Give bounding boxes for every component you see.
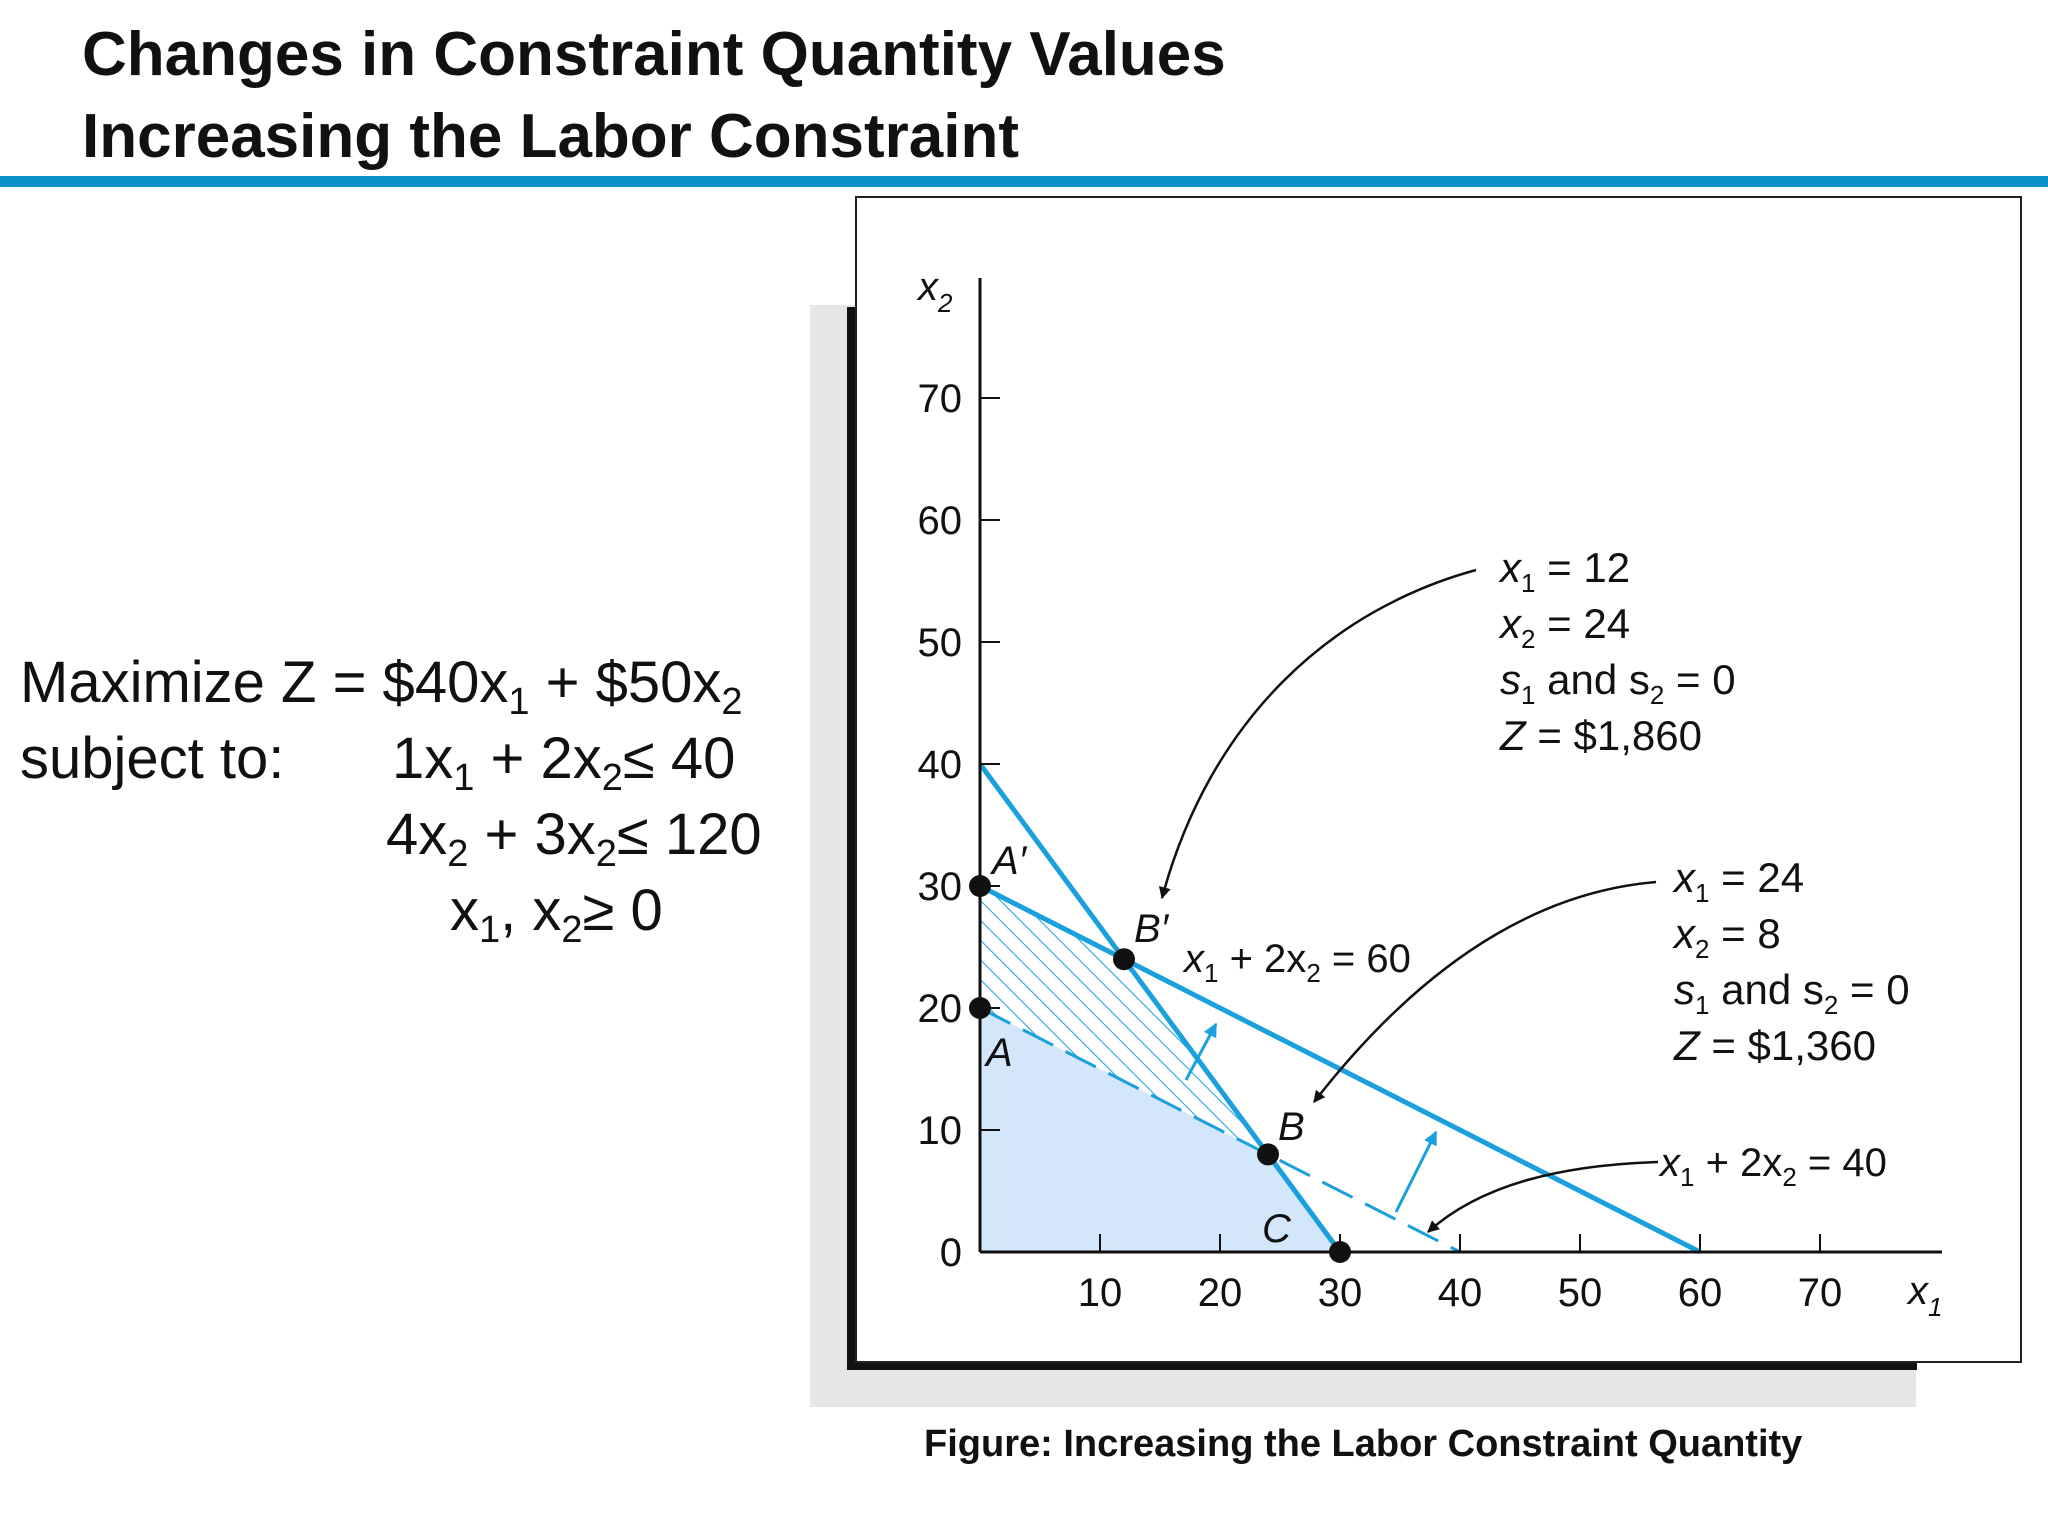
corner-points	[969, 875, 1351, 1263]
corner-point-dot	[969, 997, 991, 1019]
y-tick-label: 0	[940, 1231, 962, 1275]
x-tick-label: 20	[1198, 1271, 1243, 1315]
bprime-slack: s1 and s2 = 0	[1500, 656, 1736, 710]
solution-annotation-b: x1 = 24 x2 = 8 s1 and s2 = 0 Z = $1,360	[1672, 854, 1910, 1069]
callout-arrow-b	[1313, 880, 1657, 1103]
x-axis-ticks: 10 20 30 40 50 60 70	[1078, 1234, 1843, 1315]
x-tick-label: 30	[1318, 1271, 1363, 1315]
y-axis-label: x2	[916, 265, 953, 318]
corner-point-dot	[1113, 948, 1135, 971]
solution-annotation-bprime: x1 = 12 x2 = 24 s1 and s2 = 0 Z = $1,860	[1498, 544, 1736, 759]
y-tick-label: 30	[918, 865, 963, 909]
labor-constraint-original-line	[979, 1006, 1461, 1254]
constraint-nonnegativity: x1, x2≥ 0	[450, 878, 663, 951]
corner-point-dot	[1257, 1143, 1279, 1166]
point-label-b-prime: B′	[1134, 907, 1170, 951]
constraint-clay: 4x2 + 3x2≤ 120	[386, 802, 762, 875]
x-tick-label: 40	[1438, 1271, 1483, 1315]
y-axis-ticks: 0 10 20 30 40 50 60 70	[918, 377, 1000, 1275]
y-tick-label: 70	[918, 377, 963, 421]
figure-caption: Figure: Increasing the Labor Constraint …	[924, 1423, 1803, 1465]
y-tick-label: 60	[918, 499, 963, 543]
x-tick-label: 70	[1798, 1271, 1843, 1315]
callout-arrow-bprime	[1159, 568, 1477, 900]
callout-arrow-line40	[1427, 1160, 1659, 1233]
y-tick-label: 10	[918, 1109, 963, 1153]
shift-arrow-upper	[1184, 1022, 1218, 1081]
y-tick-label: 50	[918, 621, 963, 665]
x-tick-label: 10	[1078, 1271, 1123, 1315]
b-x2: x2 = 8	[1672, 910, 1781, 964]
x-axis-label: x1	[1906, 1269, 1942, 1322]
line-label-40: x1 + 2x2 = 40	[1658, 1141, 1887, 1192]
b-slack: s1 and s2 = 0	[1674, 966, 1910, 1020]
point-label-a: A	[984, 1031, 1013, 1075]
point-label-b: B	[1278, 1105, 1305, 1149]
shift-arrow-lower	[1394, 1130, 1438, 1213]
feasible-region	[980, 1008, 1340, 1252]
y-tick-label: 20	[918, 987, 963, 1031]
slide-title-line2: Increasing the Labor Constraint	[82, 102, 1020, 171]
clay-constraint-line	[977, 762, 1343, 1254]
point-label-a-prime: A′	[990, 839, 1028, 883]
line-label-60: x1 + 2x2 = 60	[1182, 937, 1411, 988]
x-tick-label: 60	[1678, 1271, 1723, 1315]
corner-point-dot	[1329, 1241, 1351, 1263]
b-z: Z = $1,360	[1673, 1022, 1876, 1069]
bprime-z: Z = $1,860	[1499, 712, 1702, 759]
x-tick-label: 50	[1558, 1271, 1603, 1315]
title-rule	[0, 176, 2048, 187]
subject-to-label: subject to:	[20, 726, 285, 791]
b-x1: x1 = 24	[1672, 854, 1804, 908]
bprime-x1: x1 = 12	[1498, 544, 1630, 598]
corner-point-dot	[969, 875, 991, 897]
objective-function: Maximize Z = $40x1 + $50x2	[20, 650, 743, 723]
point-label-c: C	[1262, 1207, 1292, 1251]
added-feasible-region	[980, 886, 1268, 1155]
constraint-labor: 1x1 + 2x2≤ 40	[392, 726, 736, 799]
bprime-x2: x2 = 24	[1498, 600, 1630, 654]
y-tick-label: 40	[918, 743, 963, 787]
slide-title-line1: Changes in Constraint Quantity Values	[82, 20, 1226, 89]
